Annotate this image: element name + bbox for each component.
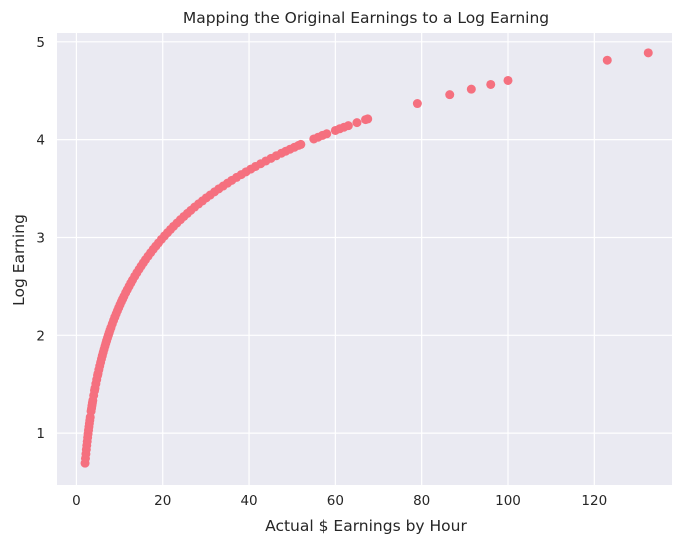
data-points [80,48,653,468]
x-axis-label: Actual $ Earnings by Hour [265,517,467,535]
scatter-point [643,48,653,58]
y-axis-label: Log Earning [10,214,28,306]
plot-background [57,33,672,485]
x-tick-label: 80 [413,493,430,509]
scatter-point [466,84,476,94]
y-axis-ticks: 1 2 3 4 5 [36,35,45,442]
y-tick-label: 3 [36,230,45,246]
x-axis-ticks: 0 20 40 60 80 100 120 [72,493,607,509]
y-tick-label: 5 [36,35,45,51]
y-tick-label: 4 [36,133,45,149]
x-tick-label: 20 [154,493,171,509]
scatter-point [322,129,332,139]
scatter-point [296,139,306,149]
scatter-point [363,114,373,124]
scatter-point [503,75,513,85]
x-tick-label: 0 [72,493,81,509]
y-tick-label: 2 [36,328,45,344]
scatter-point [602,55,612,65]
y-tick-label: 1 [36,426,45,442]
scatter-point [352,118,362,128]
scatter-point [445,90,455,100]
scatter-point [343,121,353,131]
x-tick-label: 100 [495,493,521,509]
x-tick-label: 120 [581,493,607,509]
grid [57,33,672,485]
chart-title: Mapping the Original Earnings to a Log E… [183,9,549,27]
x-tick-label: 40 [240,493,257,509]
scatter-point [486,79,496,89]
x-tick-label: 60 [327,493,344,509]
scatter-point [412,99,422,109]
